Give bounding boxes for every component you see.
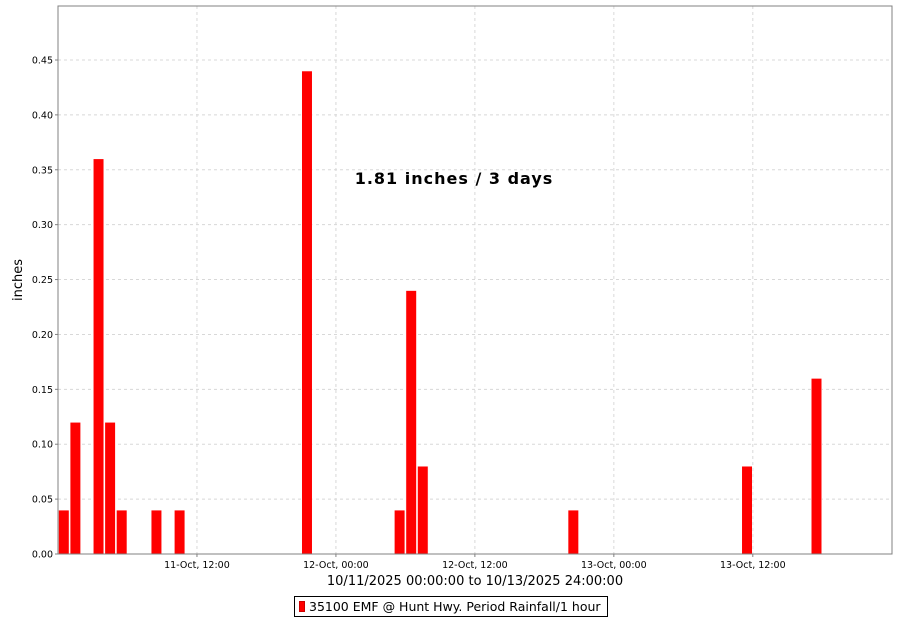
- rainfall-bar: [394, 509, 406, 555]
- rainfall-bar: [417, 465, 429, 555]
- rainfall-bar: [567, 509, 579, 555]
- rainfall-bar: [150, 509, 163, 555]
- y-tick-label: 0.15: [32, 385, 53, 396]
- y-tick-label: 0.05: [32, 495, 53, 506]
- rainfall-bar: [58, 509, 70, 555]
- y-tick-label: 0.10: [32, 440, 53, 451]
- y-tick-label: 0.20: [32, 330, 53, 341]
- rainfall-bar: [116, 509, 128, 555]
- legend-label: 35100 EMF @ Hunt Hwy. Period Rainfall/1 …: [309, 599, 601, 614]
- x-tick-label: 12-Oct, 12:00: [442, 560, 508, 571]
- y-tick-label: 0.30: [32, 220, 53, 231]
- legend-swatch: [299, 601, 305, 612]
- x-tick-label: 13-Oct, 00:00: [581, 560, 647, 571]
- rainfall-bar: [69, 421, 81, 555]
- x-tick-label: 12-Oct, 00:00: [303, 560, 369, 571]
- rainfall-bar: [405, 290, 417, 555]
- total-annotation: 1.81 inches / 3 days: [355, 169, 554, 188]
- x-axis: 11-Oct, 12:00 12-Oct, 00:00 12-Oct, 12:00 1…: [164, 554, 786, 571]
- y-tick-label: 0.40: [32, 110, 53, 121]
- y-axis: 0.00 0.05 0.10 0.15 0.20 0.25 0.30 0.35 0.40 0.45: [32, 55, 58, 561]
- bar-series: [58, 70, 823, 555]
- rainfall-bar: [301, 70, 313, 555]
- rainfall-bar: [741, 465, 753, 555]
- x-tick-label: 11-Oct, 12:00: [164, 560, 230, 571]
- rainfall-bar: [104, 421, 116, 555]
- grid-lines: [58, 6, 892, 554]
- rainfall-bar: [810, 378, 823, 555]
- rainfall-bar: [92, 158, 105, 555]
- y-tick-label: 0.35: [32, 165, 53, 176]
- rainfall-bar: [174, 509, 186, 555]
- y-tick-label: 0.00: [32, 550, 53, 561]
- x-axis-label: 10/11/2025 00:00:00 to 10/13/2025 24:00:…: [327, 574, 623, 589]
- x-tick-label: 13-Oct, 12:00: [720, 560, 786, 571]
- y-axis-label: inches: [11, 259, 26, 301]
- legend: 35100 EMF @ Hunt Hwy. Period Rainfall/1 …: [294, 596, 608, 617]
- y-tick-label: 0.25: [32, 275, 53, 286]
- y-tick-label: 0.45: [32, 55, 53, 66]
